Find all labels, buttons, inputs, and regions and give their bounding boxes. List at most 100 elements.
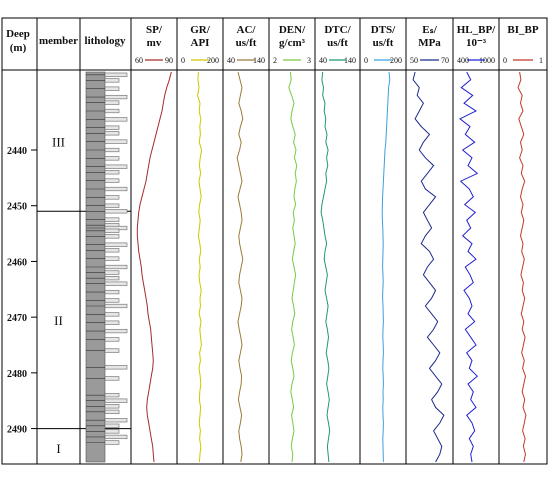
- track-unit: us/ft: [373, 37, 394, 49]
- lithology-interbed: [104, 348, 120, 353]
- track-name: HL_BP/: [457, 24, 496, 36]
- track-min-label: 0: [503, 56, 507, 65]
- lithology-interbed: [104, 256, 120, 261]
- lithology-interbed: [104, 125, 120, 130]
- track-unit: us/ft: [236, 37, 257, 49]
- lithology-interbed: [104, 164, 128, 169]
- lithology-interbed: [104, 156, 120, 161]
- lithology-interbed: [104, 78, 120, 83]
- track-1: SP/mv 60 90: [135, 24, 173, 463]
- track-curve: [459, 71, 479, 463]
- lithology-interbed: [104, 440, 120, 445]
- track-name: DTS/: [371, 24, 396, 36]
- track-name: DTC/: [324, 24, 351, 36]
- track-min-label: 400: [457, 56, 469, 65]
- lithology-interbed: [104, 320, 120, 325]
- member-label: II: [54, 313, 63, 328]
- track-name: SP/: [146, 24, 163, 36]
- member-label: III: [52, 135, 65, 150]
- member-header: member: [39, 35, 78, 47]
- track-name: BI_BP: [507, 24, 538, 36]
- lithology-header: lithology: [85, 35, 126, 47]
- track-headers: Deep (m) member lithology: [6, 28, 126, 54]
- track-min-label: 60: [135, 56, 143, 65]
- track-max-label: 1: [539, 56, 543, 65]
- track-name: Eₛ/: [422, 24, 437, 36]
- track-unit: API: [191, 37, 210, 49]
- depth-axis: 2440 2450 2460 2470 2480 2490: [7, 146, 37, 436]
- track-grid: [1, 17, 548, 465]
- lithology-interbed: [104, 303, 128, 309]
- lithology-column: [85, 71, 128, 463]
- track-max-label: 140: [253, 56, 265, 65]
- track-curve: [320, 71, 331, 463]
- lithology-interbed: [104, 217, 120, 222]
- depth-header: Deep: [6, 28, 30, 40]
- lithology-interbed: [104, 423, 120, 428]
- track-unit: us/ft: [327, 37, 348, 49]
- lithology-interbed: [104, 429, 120, 434]
- lithology-interbed: [104, 376, 120, 381]
- lithology-interbed: [104, 393, 120, 398]
- depth-tick-label: 2490: [7, 425, 27, 436]
- lithology-interbed: [104, 209, 128, 214]
- depth-tick-label: 2470: [7, 313, 27, 324]
- track-min-label: 2: [273, 56, 277, 65]
- member-label: I: [56, 441, 60, 456]
- lithology-interbed: [104, 117, 128, 122]
- lithology-interbed: [104, 100, 120, 105]
- track-min-label: 50: [410, 56, 418, 65]
- track-curve: [381, 71, 391, 463]
- track-6: DTS/us/ft 0 200: [364, 24, 402, 463]
- lithology-interbed: [104, 409, 120, 414]
- lithology-interbed: [104, 276, 120, 281]
- track-max-label: 3: [307, 56, 311, 65]
- lithology-interbed: [104, 170, 120, 175]
- lithology-interbed: [104, 234, 120, 239]
- lithology-interbed: [104, 186, 128, 192]
- lithology-interbed: [104, 281, 128, 286]
- track-9: BI_BP 0 1: [503, 24, 543, 463]
- track-2: GR/API 0 200: [181, 24, 219, 463]
- track-min-label: 0: [364, 56, 368, 65]
- lithology-interbed: [104, 289, 120, 295]
- depth-tick-label: 2450: [7, 202, 27, 213]
- lithology-interbed: [104, 328, 128, 334]
- lithology-interbed: [104, 131, 120, 136]
- track-max-label: 1000: [479, 56, 495, 65]
- track-max-label: 200: [390, 56, 402, 65]
- track-curve: [412, 71, 445, 463]
- track-curve: [517, 71, 527, 463]
- track-8: HL_BP/10⁻³ 400 1000: [457, 24, 496, 463]
- track-curve: [136, 71, 172, 463]
- lithology-interbed: [104, 203, 120, 208]
- lithology-interbed: [104, 270, 120, 275]
- track-min-label: 40: [319, 56, 327, 65]
- track-min-label: 0: [181, 56, 185, 65]
- lithology-interbed: [104, 178, 120, 183]
- lithology-interbed: [104, 337, 120, 342]
- lithology-interbed: [104, 195, 120, 200]
- track-name: AC/: [237, 24, 257, 36]
- lithology-interbed: [104, 298, 120, 303]
- lithology-interbed: [104, 86, 120, 91]
- track-curve: [288, 71, 298, 463]
- lithology-interbed: [104, 248, 120, 253]
- track-name: DEN/: [279, 24, 306, 36]
- depth-tick-label: 2480: [7, 369, 27, 380]
- depth-tick-label: 2440: [7, 146, 27, 157]
- lithology-interbed: [104, 264, 128, 270]
- outer-frame: [1, 17, 548, 465]
- lithology-interbed: [104, 72, 128, 77]
- lithology-interbed: [104, 312, 120, 317]
- lithology-interbed: [104, 242, 128, 247]
- track-max-label: 140: [344, 56, 356, 65]
- lithology-interbed: [104, 94, 128, 100]
- track-unit: MPa: [418, 37, 441, 49]
